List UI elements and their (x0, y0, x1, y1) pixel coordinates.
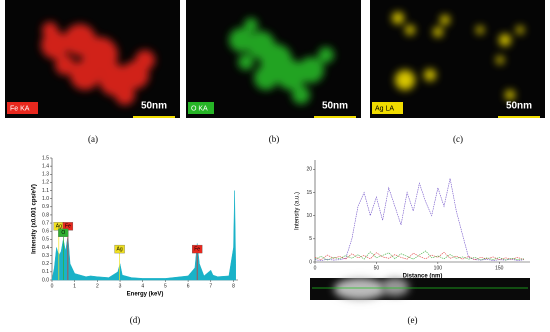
x-tick-label: 0 (51, 283, 54, 289)
signal-blob (229, 28, 253, 52)
panel-label: (b) (269, 134, 280, 144)
peak-label: Ag (56, 224, 62, 230)
element-label: O KA (191, 105, 208, 112)
x-tick-label: 8 (232, 283, 235, 289)
peak-label: O (61, 230, 65, 236)
y-tick-label: 1.5 (42, 155, 49, 161)
spectrum-area (51, 190, 236, 281)
x-tick-label: 150 (495, 265, 504, 271)
y-axis-title: Intensity (a.u.) (295, 192, 301, 230)
map-signal (41, 22, 155, 105)
signal-blob (433, 27, 443, 37)
scale-label: 50nm (506, 101, 532, 112)
x-tick-label: 50 (374, 265, 380, 271)
element-label: Fe KA (10, 105, 30, 112)
peak-label: Ag (117, 246, 123, 252)
y-tick-label: 10 (306, 213, 312, 219)
profile-line (314, 178, 524, 261)
y-tick-label: 0.9 (42, 204, 49, 210)
x-tick-label: 4 (141, 283, 144, 289)
y-tick-label: 5 (309, 236, 312, 242)
map-signal (392, 12, 524, 100)
particle-image (381, 278, 409, 296)
peak-label: Fe (65, 224, 71, 230)
y-tick-label: 0.2 (42, 261, 49, 267)
panel-label: (c) (453, 134, 463, 144)
signal-blob (254, 66, 278, 90)
y-tick-label: 1.3 (42, 172, 49, 178)
y-tick-label: 0.3 (42, 253, 49, 259)
signal-blob (505, 90, 515, 100)
scale-label: 50nm (322, 101, 348, 112)
y-tick-label: 0.8 (42, 212, 49, 218)
signal-blob (392, 12, 404, 24)
signal-blob (41, 31, 69, 59)
y-tick-label: 0.1 (42, 269, 49, 275)
x-tick-label: 7 (209, 283, 212, 289)
signal-blob (42, 22, 58, 38)
x-axis-title: Distance (nm) (403, 274, 443, 280)
y-tick-label: 0.0 (42, 277, 49, 283)
profile-line (314, 250, 524, 261)
signal-blob (292, 86, 310, 104)
element-tag (7, 102, 38, 114)
signal-blob (476, 26, 484, 34)
panel-label: (e) (408, 315, 418, 325)
x-tick-label: 2 (96, 283, 99, 289)
y-tick-label: 1.0 (42, 196, 49, 202)
y-tick-label: 0.5 (42, 237, 49, 243)
peak-tag (58, 228, 69, 237)
x-tick-label: 5 (164, 283, 167, 289)
signal-blob (70, 60, 100, 90)
signal-blob (424, 69, 436, 81)
element-tag (188, 102, 214, 114)
y-tick-label: 1.4 (42, 163, 49, 169)
element-tag (372, 102, 403, 114)
signal-blob (496, 56, 504, 64)
scale-label: 50nm (141, 101, 167, 112)
peak-tag (114, 244, 125, 254)
signal-blob (55, 55, 75, 75)
y-tick-label: 0.4 (42, 245, 49, 251)
x-tick-label: 1 (73, 283, 76, 289)
x-tick-label: 6 (187, 283, 190, 289)
signal-blob (238, 54, 254, 70)
y-tick-label: 20 (306, 167, 312, 173)
y-axis-title: Intensity (x0.001 cps/eV) (32, 184, 38, 254)
y-tick-label: 0.6 (42, 229, 49, 235)
signal-blob (516, 26, 524, 34)
peak-tag (192, 244, 203, 254)
x-tick-label: 100 (434, 265, 443, 271)
signal-blob (440, 15, 450, 25)
y-tick-label: 1.2 (42, 180, 49, 186)
y-tick-label: 1.1 (42, 188, 49, 194)
signal-blob (499, 34, 511, 46)
x-axis-title: Energy (keV) (127, 292, 164, 298)
signal-blob (115, 85, 135, 105)
map-signal (229, 18, 334, 104)
y-tick-label: 0.7 (42, 220, 49, 226)
signal-blob (244, 18, 258, 32)
panel-label: (a) (88, 134, 98, 144)
y-tick-label: 15 (306, 190, 312, 196)
signal-blob (298, 57, 324, 83)
x-tick-label: 3 (119, 283, 122, 289)
signal-blob (405, 25, 415, 35)
x-tick-label: 0 (314, 265, 317, 271)
signal-blob (318, 47, 334, 63)
peak-label: Fe (194, 246, 200, 252)
signal-blob (135, 50, 155, 70)
particle-image (334, 278, 386, 300)
element-label: Ag LA (375, 105, 394, 112)
y-tick-label: 0 (309, 259, 312, 265)
panel-label: (d) (130, 315, 141, 325)
signal-blob (395, 70, 415, 90)
